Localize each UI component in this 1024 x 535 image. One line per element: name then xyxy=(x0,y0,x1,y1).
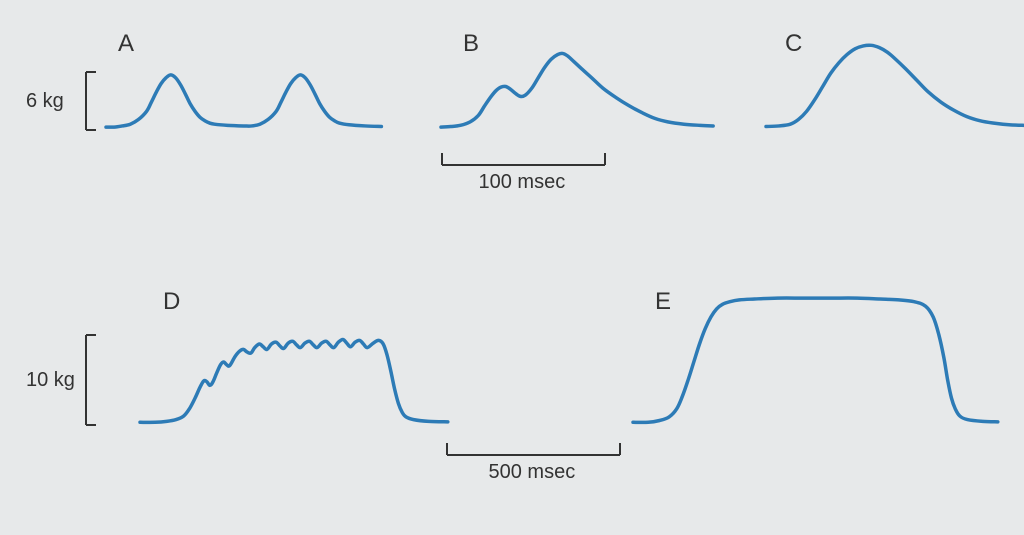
panel-label-a: A xyxy=(118,30,134,58)
figure-svg xyxy=(0,0,1024,535)
figure-container: 6 kg 10 kg 100 msec 500 msec A B C D E xyxy=(0,0,1024,535)
time-scale-label-bottom: 500 msec xyxy=(489,461,576,484)
panel-label-e: E xyxy=(655,288,671,316)
y-scale-label-top: 6 kg xyxy=(26,90,64,113)
panel-label-d: D xyxy=(163,288,180,316)
time-scale-label-top: 100 msec xyxy=(479,171,566,194)
panel-label-c: C xyxy=(785,30,802,58)
panel-label-b: B xyxy=(463,30,479,58)
y-scale-label-bottom: 10 kg xyxy=(26,369,75,392)
